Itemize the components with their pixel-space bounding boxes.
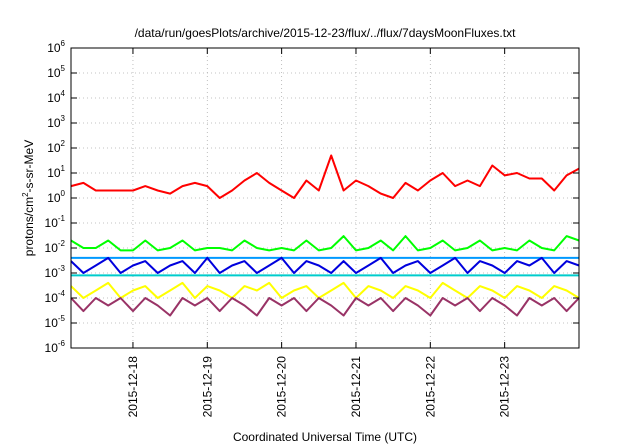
y-tick-label-base: 10 [45,341,59,355]
y-tick-label: 10-5 [45,314,66,330]
x-tick-label: 2015-12-22 [423,356,437,418]
y-tick-label: 101 [47,164,65,180]
grid-lines [71,48,579,348]
y-axis-ticks: 10-610-510-410-310-210-11001011021031041… [45,39,579,355]
y-tick-label-exp: 6 [61,39,66,48]
y-tick-label-base: 10 [45,216,59,230]
y-axis-label-base: protons/cm [22,197,36,256]
y-tick-label: 10-2 [45,239,66,255]
y-axis-label-sup: 2 [21,192,30,197]
y-tick-label: 10-3 [45,264,66,280]
y-tick-label-base: 10 [47,41,61,55]
y-tick-label-base: 10 [45,316,59,330]
y-tick-label-exp: -6 [58,339,66,348]
x-tick-label: 2015-12-19 [200,356,214,418]
y-tick-label-base: 10 [47,166,61,180]
series-lines [70,154,580,317]
chart-title: /data/run/goesPlots/archive/2015-12-23/f… [135,26,517,40]
y-tick-label: 10-1 [45,214,66,230]
x-axis-label: Coordinated Universal Time (UTC) [233,430,417,444]
series-line-4 [70,256,580,274]
y-tick-label-exp: 4 [61,89,66,98]
y-tick-label-base: 10 [47,141,61,155]
y-tick-label-base: 10 [45,291,59,305]
y-tick-label: 106 [47,39,65,55]
y-tick-label: 104 [47,89,65,105]
x-tick-label: 2015-12-21 [349,356,363,418]
y-tick-label: 102 [47,139,65,155]
y-axis-label-rest: -s-sr-MeV [22,140,36,193]
y-tick-label-base: 10 [45,266,59,280]
y-tick-label-exp: 1 [61,164,66,173]
series-line-7 [70,297,580,317]
x-axis-ticks: 2015-12-18 2015-12-19 2015-12-20 2015-12-21… [126,48,512,417]
y-tick-label-exp: 5 [61,64,66,73]
y-tick-label-exp: 3 [61,114,66,123]
y-tick-label-exp: -4 [58,289,66,298]
x-tick-label: 2015-12-23 [498,356,512,418]
y-tick-label: 105 [47,64,65,80]
y-tick-label-base: 10 [45,241,59,255]
y-tick-label-exp: -2 [58,239,66,248]
y-tick-label: 103 [47,114,65,130]
y-tick-label: 100 [47,189,65,205]
y-tick-label-base: 10 [47,91,61,105]
y-tick-label-exp: -3 [58,264,66,273]
series-line-2 [70,235,580,252]
y-tick-label-exp: 0 [61,189,66,198]
y-tick-label-base: 10 [47,66,61,80]
y-tick-label: 10-6 [45,339,66,355]
y-tick-label-base: 10 [47,116,61,130]
y-tick-label-exp: 2 [61,139,66,148]
y-tick-label-exp: -5 [58,314,66,323]
x-tick-label: 2015-12-18 [126,356,140,418]
series-line-6 [70,281,580,299]
y-tick-label-base: 10 [47,191,61,205]
y-tick-label: 10-4 [45,289,66,305]
y-tick-label-exp: -1 [58,214,66,223]
x-tick-label: 2015-12-20 [275,356,289,418]
y-axis-label: protons/cm2-s-sr-MeV [21,140,36,256]
series-line-1 [70,154,580,199]
